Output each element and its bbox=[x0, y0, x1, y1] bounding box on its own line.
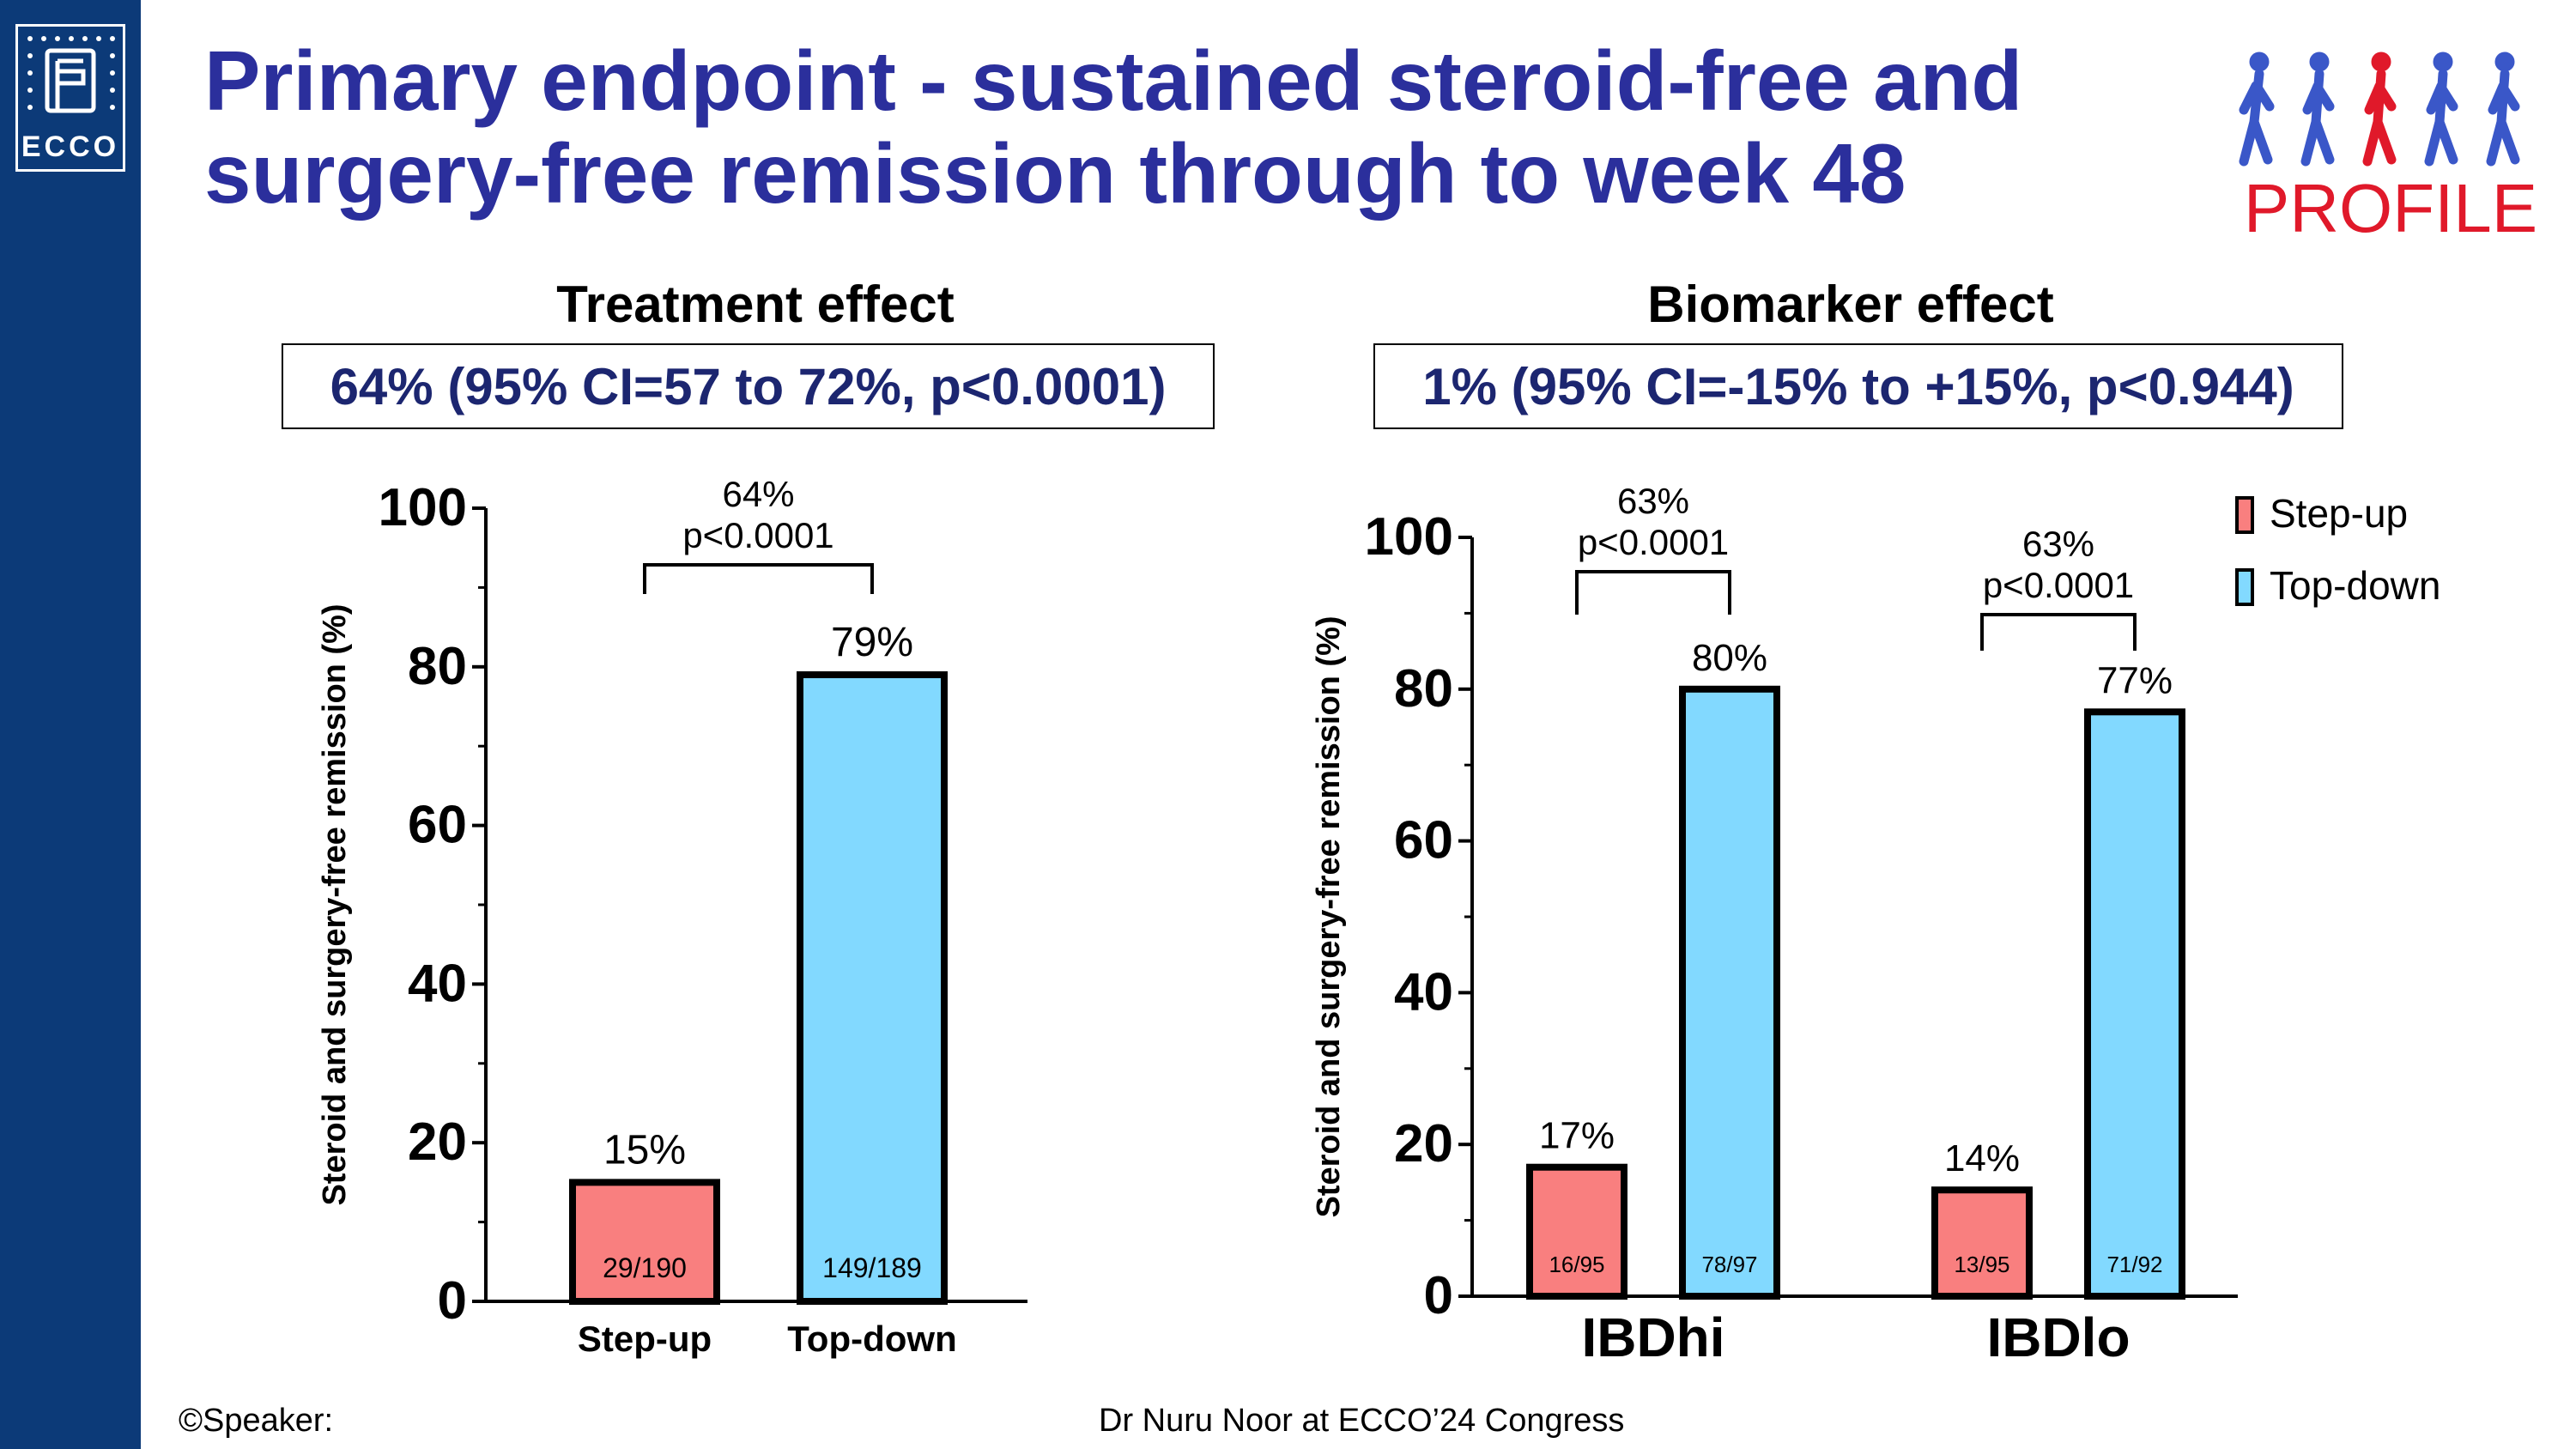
legend-swatch-top-down bbox=[2235, 568, 2254, 606]
right-chart-x-tick-label: IBDhi bbox=[1581, 1307, 1724, 1368]
ecco-logo: ECCO bbox=[15, 24, 125, 172]
right-chart-ibdlo-top-down-bar bbox=[2084, 708, 2185, 1300]
legend-label-top-down: Top-down bbox=[2270, 563, 2440, 608]
left-chart-bracket-label-1: 64% bbox=[722, 474, 794, 514]
left-chart-step-up-value-label: 15% bbox=[603, 1127, 686, 1173]
left-chart-x-tick-label: Step-up bbox=[578, 1319, 712, 1359]
left-chart-bracket-label-2: p<0.0001 bbox=[682, 515, 833, 555]
left-chart-y-axis-label: Steroid and surgery-free remission (%) bbox=[317, 603, 353, 1205]
right-chart-ibdlo-bracket-label-1: 63% bbox=[2022, 524, 2094, 564]
left-chart-step-up-count-label: 29/190 bbox=[603, 1252, 687, 1283]
right-chart-y-tick-label: 100 bbox=[1365, 507, 1453, 567]
treatment-effect-box: 64% (95% CI=57 to 72%, p<0.0001) bbox=[282, 343, 1215, 429]
legend-swatch-step-up bbox=[2235, 496, 2254, 534]
right-chart-ibdlo-step-up-value-label: 14% bbox=[1944, 1137, 2020, 1179]
right-chart-ibdlo-bracket-label-2: p<0.0001 bbox=[1983, 565, 2134, 605]
title-line-2: surgery-free remission through to week 4… bbox=[204, 126, 1906, 221]
footer-speaker-label: ©Speaker: bbox=[179, 1403, 334, 1439]
treatment-effect-value: 64% (95% CI=57 to 72%, p<0.0001) bbox=[330, 357, 1167, 415]
right-chart-ibdhi-top-down-value-label: 80% bbox=[1692, 637, 1767, 679]
ecco-logo-text: ECCO bbox=[21, 130, 120, 163]
right-chart-ibdhi-bracket-label-2: p<0.0001 bbox=[1578, 522, 1729, 562]
right-chart-y-tick-label: 0 bbox=[1424, 1266, 1453, 1325]
biomarker-effect-value: 1% (95% CI=-15% to +15%, p<0.944) bbox=[1422, 357, 2294, 415]
left-chart-x-tick-label: Top-down bbox=[787, 1319, 956, 1359]
right-chart-ibdlo-step-up-count-label: 13/95 bbox=[1954, 1252, 2009, 1277]
right-chart-y-tick-label: 80 bbox=[1394, 659, 1453, 718]
left-chart-top-down-count-label: 149/189 bbox=[822, 1252, 922, 1283]
left-chart-y-tick-label: 40 bbox=[408, 954, 467, 1013]
left-chart-top-down-value-label: 79% bbox=[831, 620, 913, 665]
right-chart-ibdhi-step-up-bar bbox=[1526, 1163, 1627, 1300]
right-chart-ibdhi-bracket-label-1: 63% bbox=[1617, 481, 1689, 521]
left-chart-y-tick-label: 80 bbox=[408, 637, 467, 696]
right-chart-ibdhi-top-down-count-label: 78/97 bbox=[1701, 1252, 1757, 1277]
treatment-effect-heading: Treatment effect bbox=[556, 276, 955, 333]
biomarker-effect-box: 1% (95% CI=-15% to +15%, p<0.944) bbox=[1373, 343, 2343, 429]
right-chart-ibdlo-bracket bbox=[1980, 613, 2137, 651]
profile-logo-text: PROFILE bbox=[2244, 170, 2537, 246]
right-chart-ibdhi-step-up-count-label: 16/95 bbox=[1549, 1252, 1604, 1277]
right-chart-y-axis-label: Steroid and surgery-free remission (%) bbox=[1311, 615, 1347, 1217]
left-chart-y-tick-label: 60 bbox=[408, 796, 467, 855]
walking-figures-icon bbox=[2239, 52, 2520, 167]
left-chart-bracket bbox=[643, 563, 874, 594]
left-chart-top-down-bar bbox=[797, 671, 948, 1305]
title-line-1: Primary endpoint - sustained steroid-fre… bbox=[204, 33, 2023, 128]
right-chart-ibdhi-bracket bbox=[1575, 570, 1731, 615]
right-chart-y-tick-label: 60 bbox=[1394, 811, 1453, 870]
right-chart-ibdlo-top-down-value-label: 77% bbox=[2097, 659, 2173, 701]
ecco-emblem-icon bbox=[27, 36, 115, 113]
right-chart-y-tick-label: 20 bbox=[1394, 1114, 1453, 1173]
right-chart-x-tick-label: IBDlo bbox=[1986, 1307, 2130, 1368]
left-chart-y-tick-label: 20 bbox=[408, 1113, 467, 1172]
right-chart-ibdlo-top-down-count-label: 71/92 bbox=[2106, 1252, 2162, 1277]
right-chart-ibdhi-step-up-value-label: 17% bbox=[1539, 1115, 1615, 1157]
left-chart-y-tick-label: 100 bbox=[379, 478, 467, 537]
biomarker-effect-heading: Biomarker effect bbox=[1647, 276, 2054, 333]
right-chart-y-tick-label: 40 bbox=[1394, 962, 1453, 1022]
right-chart-ibdhi-top-down-bar bbox=[1679, 685, 1780, 1300]
legend-label-step-up: Step-up bbox=[2270, 491, 2408, 536]
right-chart-ibdlo-step-up-bar bbox=[1931, 1186, 2033, 1300]
profile-logo: PROFILE bbox=[2239, 52, 2537, 246]
left-chart-y-tick-label: 0 bbox=[438, 1271, 467, 1331]
slide-title: Primary endpoint - sustained steroid-fre… bbox=[204, 34, 2179, 220]
footer-speaker-credit: Dr Nuru Noor at ECCO’24 Congress bbox=[1099, 1403, 1625, 1439]
sidebar: ECCO bbox=[0, 0, 141, 1449]
left-chart-step-up-bar bbox=[569, 1179, 720, 1306]
